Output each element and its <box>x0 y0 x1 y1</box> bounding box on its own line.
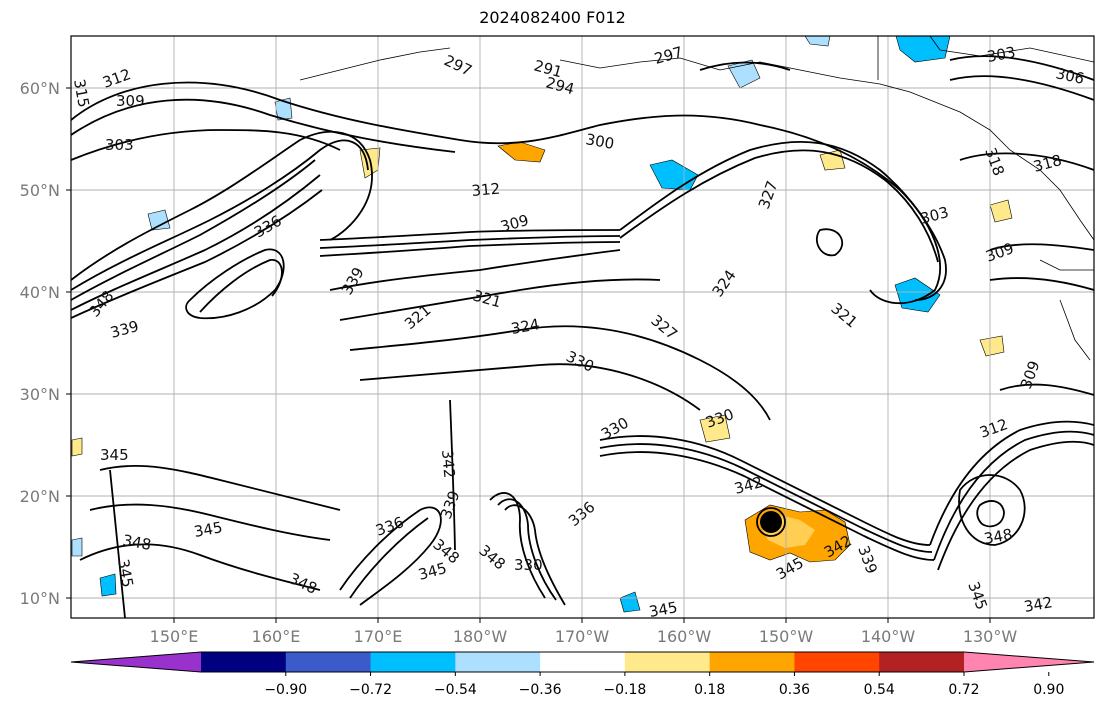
colorbar-tick-label: −0.36 <box>519 682 562 698</box>
colorbar-tick-label: −0.90 <box>264 682 307 698</box>
contour-label: 303 <box>986 43 1017 66</box>
colorbar-segment <box>709 652 795 672</box>
colorbar-segment <box>794 652 880 672</box>
lat-tick-label: 60°N <box>20 79 60 98</box>
colorbar-segment <box>540 652 626 672</box>
contour-label: 306 <box>1054 64 1086 88</box>
axis-ticks <box>66 87 991 623</box>
colorbar-segment <box>455 652 541 672</box>
contour-label: 342 <box>438 449 458 479</box>
latitude-labels: 10°N 20°N 30°N 40°N 50°N 60°N <box>20 79 60 608</box>
contour-label: 345 <box>114 558 137 589</box>
contour-label: 300 <box>584 130 615 153</box>
contour-label: 330 <box>514 556 543 574</box>
colorbar-segment <box>879 652 965 672</box>
colorbar-tick-label: 0.36 <box>779 682 810 698</box>
lat-tick-label: 20°N <box>20 487 60 506</box>
map-plot-area <box>71 36 1094 618</box>
lon-tick-label: 140°W <box>861 627 916 646</box>
contour-label: 309 <box>116 92 145 110</box>
contour-label: 345 <box>100 446 129 464</box>
contour-label: 345 <box>193 518 224 541</box>
colorbar-tick-label: 0.54 <box>864 682 895 698</box>
lon-tick-label: 150°E <box>150 627 199 646</box>
cyclone-marker <box>756 507 786 537</box>
contour-label: 348 <box>121 531 152 554</box>
lon-tick-label: 150°W <box>759 627 814 646</box>
lat-tick-label: 40°N <box>20 283 60 302</box>
lon-tick-label: 160°W <box>657 627 712 646</box>
lat-tick-label: 30°N <box>20 385 60 404</box>
contour-lines <box>71 55 1094 618</box>
contour-label: 342 <box>1023 593 1054 616</box>
colorbar-tick-label: 0.90 <box>1033 682 1064 698</box>
contour-label: 303 <box>105 136 134 154</box>
lon-tick-label: 170°E <box>354 627 403 646</box>
colorbar-tick-label: 0.72 <box>948 682 979 698</box>
lat-tick-label: 50°N <box>20 181 60 200</box>
lat-tick-label: 10°N <box>20 589 60 608</box>
longitude-labels: 150°E 160°E 170°E 180°W 170°W 160°W 150°… <box>150 627 1018 646</box>
contour-label: 312 <box>471 180 501 200</box>
lon-tick-label: 130°W <box>963 627 1018 646</box>
colorbar-segment <box>285 652 372 672</box>
contour-label: 315 <box>70 78 93 109</box>
coastlines <box>299 36 1094 361</box>
colorbar-tick-label: −0.54 <box>434 682 477 698</box>
colorbar-extend-min <box>71 652 201 672</box>
colorbar-tick-label: 0.18 <box>694 682 725 698</box>
map-title: 2024082400 F012 <box>479 8 626 27</box>
contour-label: 324 <box>510 315 541 338</box>
colorbar-segment <box>370 652 456 672</box>
colorbar: −0.90 −0.72 −0.54 −0.36 −0.18 0.18 0.36 0.54 0.7… <box>70 651 1095 698</box>
colorbar-outline <box>70 651 1095 673</box>
lon-tick-label: 180°W <box>453 627 508 646</box>
lon-tick-label: 170°W <box>555 627 610 646</box>
map-gridlines <box>71 36 1094 618</box>
contour-label: 345 <box>648 598 679 621</box>
colorbar-tick-label: −0.72 <box>349 682 392 698</box>
lon-tick-label: 160°E <box>252 627 301 646</box>
colorbar-segment <box>624 652 711 672</box>
contour-label: 348 <box>983 525 1014 548</box>
colorbar-tick-label: −0.18 <box>603 682 646 698</box>
colorbar-extend-max <box>964 652 1094 672</box>
colorbar-segment <box>201 652 287 672</box>
